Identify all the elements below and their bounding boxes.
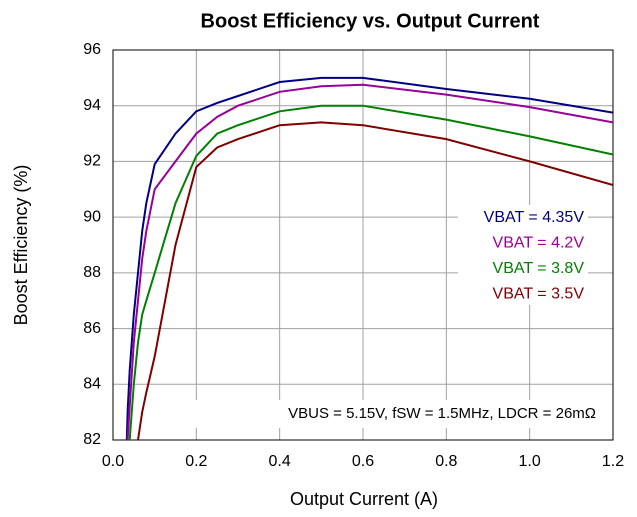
legend-entry: VBAT = 3.8V [493, 260, 585, 277]
y-tick-label: 82 [83, 431, 101, 448]
x-tick-label: 0.2 [185, 453, 207, 470]
y-tick-label: 88 [83, 264, 101, 281]
legend-entry: VBAT = 4.2V [493, 235, 585, 252]
legend-entry: VBAT = 3.5V [493, 286, 585, 303]
x-tick-label: 1.0 [519, 453, 541, 470]
y-axis-label: Boost Efficiency (%) [11, 165, 31, 326]
x-tick-label: 0.4 [269, 453, 291, 470]
y-tick-label: 94 [83, 97, 101, 114]
legend-box [458, 205, 588, 305]
x-axis-label: Output Current (A) [290, 489, 438, 509]
y-tick-label: 96 [83, 41, 101, 58]
x-tick-label: 0.0 [102, 453, 124, 470]
legend-entry: VBAT = 4.35V [484, 209, 585, 226]
y-tick-label: 84 [83, 376, 101, 393]
series-line [126, 83, 613, 440]
series-line [137, 121, 613, 440]
x-tick-label: 0.6 [352, 453, 374, 470]
y-tick-label: 90 [83, 208, 101, 225]
series-line [125, 76, 613, 440]
x-tick-label: 1.2 [602, 453, 624, 470]
plot-border [112, 49, 614, 441]
y-tick-label: 92 [83, 153, 101, 170]
chart-title: Boost Efficiency vs. Output Current [201, 10, 540, 32]
y-tick-label: 86 [83, 320, 101, 337]
series-line [128, 104, 613, 440]
annotation-bg [188, 400, 600, 428]
annotation: VBUS = 5.15V, fSW = 1.5MHz, LDCR = 26mΩ [288, 405, 596, 422]
x-tick-label: 0.8 [435, 453, 457, 470]
